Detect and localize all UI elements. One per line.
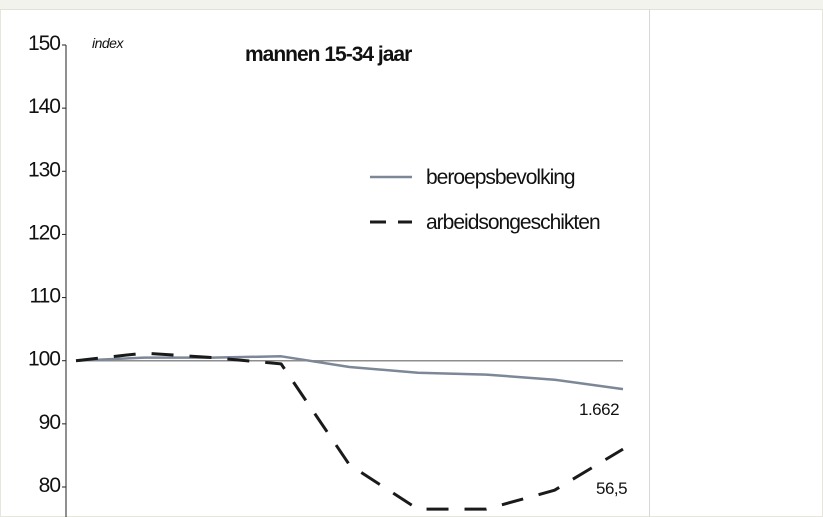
y-tick-label: 80 bbox=[39, 474, 61, 497]
end-label-arbeidsongeschikten: 56,5 bbox=[596, 479, 627, 498]
y-tick-label: 90 bbox=[39, 411, 61, 434]
legend-label-arbeidsongeschikten: arbeidsongeschikten bbox=[426, 211, 600, 234]
y-tick-label: 150 bbox=[28, 32, 60, 55]
y-tick-label: 130 bbox=[28, 158, 60, 181]
chart-title: mannen 15-34 jaar bbox=[245, 43, 412, 66]
y-tick-label: 110 bbox=[30, 285, 61, 308]
y-axis bbox=[62, 44, 67, 517]
y-tick-label: 120 bbox=[28, 221, 60, 244]
series-line-beroepsbevolking bbox=[75, 355, 624, 391]
series-lines bbox=[75, 351, 624, 511]
y-axis-label: index bbox=[92, 35, 124, 51]
legend-label-beroepsbevolking: beroepsbevolking bbox=[426, 166, 575, 189]
window-top-strip bbox=[0, 0, 823, 10]
y-tick-label: 100 bbox=[28, 348, 60, 371]
series-line-arbeidsongeschikten bbox=[75, 351, 624, 511]
end-label-beroepsbevolking: 1.662 bbox=[579, 400, 619, 419]
legend: beroepsbevolking arbeidsongeschikten bbox=[370, 166, 601, 234]
plot-right-border bbox=[649, 9, 650, 517]
y-tick-label: 140 bbox=[28, 95, 60, 118]
y-tick-labels: 150 140 130 120 110 100 90 80 bbox=[28, 32, 61, 497]
